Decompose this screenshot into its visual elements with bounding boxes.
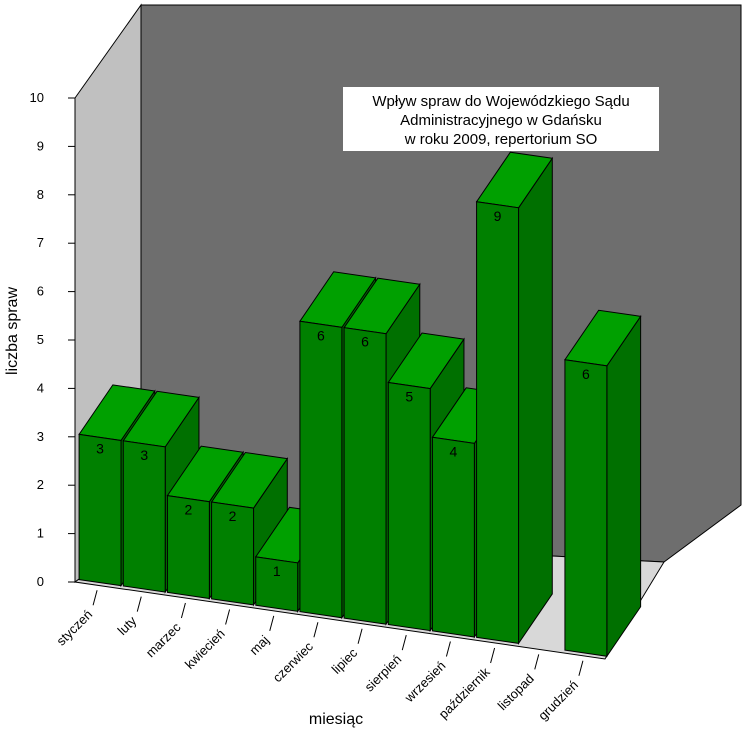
bar-front <box>564 359 608 657</box>
chart-title-line-2: Administracyjnego w Gdańsku <box>400 112 602 129</box>
bar-value-label: 6 <box>582 366 590 382</box>
y-tick-label: 9 <box>37 138 44 153</box>
x-category-label: kwiecień <box>182 626 228 672</box>
bar-front <box>299 320 343 619</box>
x-category-label: listopad <box>495 671 537 713</box>
y-tick-label: 1 <box>37 526 44 541</box>
x-tick-mark <box>357 628 363 644</box>
bar-front <box>387 381 431 632</box>
x-category-label: lipiec <box>329 645 361 677</box>
bar-value-label: 6 <box>317 327 325 343</box>
bar-front <box>122 440 166 593</box>
chart-title-background <box>343 87 659 151</box>
y-tick-label: 6 <box>37 284 44 299</box>
x-tick-mark <box>92 590 98 606</box>
bar-10: 9 <box>475 151 554 646</box>
x-tick-mark <box>578 660 584 676</box>
chart-title-line-3: w roku 2009, repertorium SO <box>404 131 598 148</box>
bar-front <box>431 436 475 638</box>
y-tick-label: 3 <box>37 429 44 444</box>
bar-value-label: 5 <box>405 389 413 405</box>
y-tick-label: 10 <box>30 90 44 105</box>
bar-4: 2 <box>210 451 289 607</box>
bar-front <box>255 556 299 612</box>
y-tick-label: 0 <box>37 574 44 589</box>
y-tick-label: 8 <box>37 187 44 202</box>
x-tick-mark <box>225 609 231 625</box>
y-tick-label: 5 <box>37 332 44 347</box>
x-axis-title: miesiąc <box>309 711 363 728</box>
bar-value-label: 3 <box>96 440 104 456</box>
bar-value-label: 9 <box>494 208 502 224</box>
x-category-label: wrzesień <box>401 658 449 706</box>
x-tick-mark <box>269 615 275 632</box>
bar-front <box>166 495 210 600</box>
x-tick-mark <box>401 634 407 651</box>
x-tick-mark <box>136 596 142 612</box>
bar-side <box>606 314 642 658</box>
bar-value-label: 3 <box>140 447 148 463</box>
x-tick-mark <box>180 602 186 619</box>
bar-value-label: 2 <box>229 508 237 524</box>
x-category-label: luty <box>114 613 139 638</box>
x-category-label: maj <box>246 632 271 657</box>
y-tick-label: 7 <box>37 235 44 250</box>
x-tick-mark <box>534 654 540 670</box>
x-tick-mark <box>313 622 319 638</box>
chart-title-box: Wpływ spraw do Wojewódzkiego Sądu Admini… <box>343 87 659 151</box>
bar-front <box>211 501 255 606</box>
bar-front <box>78 433 122 587</box>
x-tick-mark <box>445 641 451 657</box>
bar-value-label: 2 <box>184 502 192 518</box>
x-category-label: sierpień <box>362 652 405 695</box>
bar-side <box>518 156 553 646</box>
y-axis-title: liczba spraw <box>4 287 21 375</box>
bar-value-label: 6 <box>361 334 369 350</box>
y-tick-label: 4 <box>37 380 44 395</box>
bar-front <box>476 201 520 644</box>
x-category-label: marzec <box>143 619 184 660</box>
bar-12: 6 <box>564 309 642 658</box>
bar-value-label: 4 <box>449 443 457 459</box>
x-tick-mark <box>490 647 496 664</box>
x-category-label: styczeń <box>53 607 95 649</box>
bar-value-label: 1 <box>273 563 281 579</box>
x-category-label: czerwiec <box>270 638 317 685</box>
chart-title-line-1: Wpływ spraw do Wojewódzkiego Sądu <box>372 93 629 110</box>
bar-front <box>343 327 387 625</box>
y-tick-label: 2 <box>37 477 44 492</box>
x-category-label: grudzień <box>535 677 581 723</box>
